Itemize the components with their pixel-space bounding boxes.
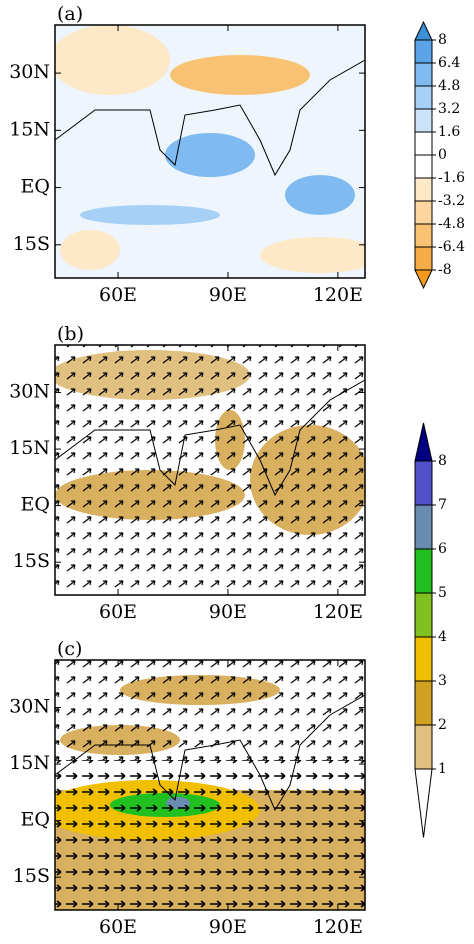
colorbar-label: 4 [438,629,447,645]
y-tick-label: EQ [21,809,50,831]
panel-label: (c) [57,638,82,660]
colorbar-triangle [414,269,433,290]
colorbar-label: 3 [438,673,447,689]
colorbar-label: 7 [438,497,447,513]
panel-label: (a) [57,3,83,25]
colorbar-box [414,246,433,271]
map-field-b [55,345,365,595]
colorbar-label: 4.8 [438,78,460,94]
map-field-c [55,660,365,910]
colorbar-label: 6.4 [438,55,460,71]
colorbar-label: 6 [438,541,447,557]
colorbar-label: 2 [438,717,447,733]
x-tick-label: 90E [209,916,247,938]
map-frame [54,659,366,911]
y-tick-label: 30N [9,61,50,83]
colorbar-label: -3.2 [438,193,465,209]
colorbar-label: 1.6 [438,124,460,140]
y-tick-label: 30N [9,381,50,403]
y-tick-label: 15S [13,550,50,572]
map-frame [54,24,366,279]
map-field-a [55,25,365,278]
colorbar-box [414,223,433,248]
colorbar-label: 5 [438,585,447,601]
y-tick-label: 15S [13,233,50,255]
y-tick-label: 15S [13,865,50,887]
colorbar-label: 1 [438,761,447,777]
colorbar-box [414,108,433,133]
colorbar-triangle [414,768,433,838]
x-tick-label: 90E [209,601,247,623]
colorbar-label: -1.6 [438,170,465,186]
colorbar-box [414,504,433,550]
panel-label: (b) [57,323,84,345]
colorbar-label: -4.8 [438,216,465,232]
colorbar-box [414,592,433,638]
y-tick-label: EQ [21,494,50,516]
map-frame [54,344,366,596]
colorbar-box [414,62,433,87]
colorbar-triangle [414,422,433,462]
x-tick-label: 60E [99,601,137,623]
colorbar-box [414,39,433,64]
x-tick-label: 90E [209,284,247,306]
x-tick-label: 120E [313,284,363,306]
colorbar-label: 8 [438,32,447,48]
colorbar-box [414,154,433,179]
colorbar-box [414,200,433,225]
x-tick-label: 60E [99,916,137,938]
y-tick-label: 15N [9,118,50,140]
colorbar-box [414,680,433,726]
x-tick-label: 120E [313,916,363,938]
colorbar-triangle [414,20,433,41]
colorbar-label: 0 [438,147,447,163]
colorbar-label: -6.4 [438,239,465,255]
colorbar-box [414,636,433,682]
y-tick-label: 30N [9,696,50,718]
colorbar-box [414,177,433,202]
colorbar-box [414,131,433,156]
colorbar-label: 3.2 [438,101,460,117]
colorbar-box [414,460,433,506]
y-tick-label: 15N [9,752,50,774]
x-tick-label: 60E [99,284,137,306]
colorbar-label: 8 [438,453,447,469]
y-tick-label: EQ [21,176,50,198]
y-tick-label: 15N [9,437,50,459]
colorbar-box [414,724,433,770]
colorbar-box [414,85,433,110]
coastlines [55,59,365,812]
colorbar-label: -8 [438,262,452,278]
x-tick-label: 120E [313,601,363,623]
colorbar-box [414,548,433,594]
